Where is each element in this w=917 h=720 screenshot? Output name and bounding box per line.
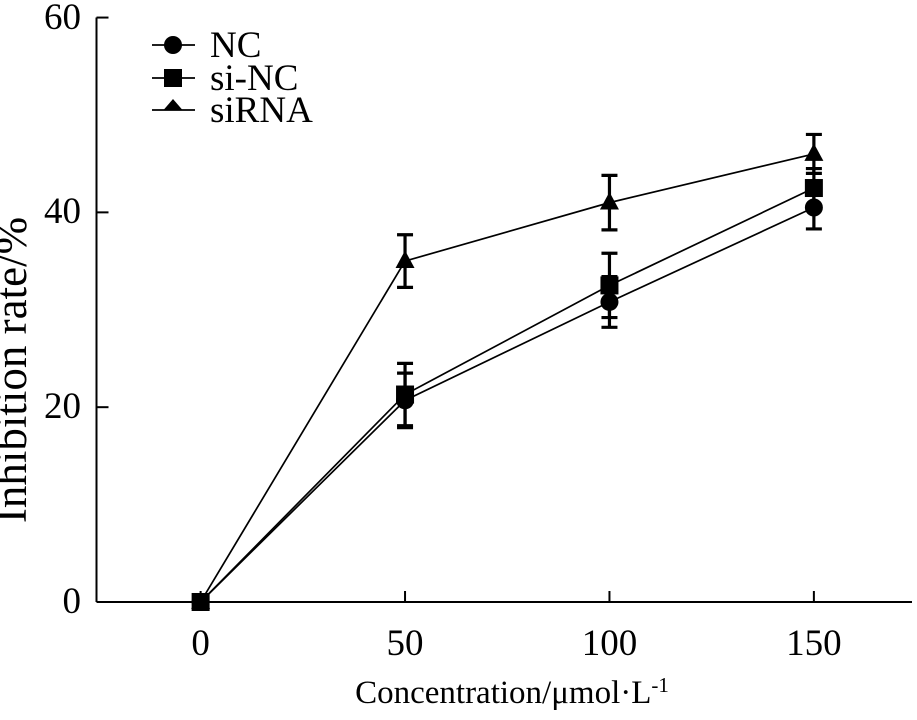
svg-text:60: 60 bbox=[44, 0, 81, 38]
svg-text:100: 100 bbox=[582, 623, 638, 664]
svg-text:siRNA: siRNA bbox=[210, 90, 313, 131]
svg-text:50: 50 bbox=[387, 623, 424, 664]
svg-text:150: 150 bbox=[786, 623, 842, 664]
svg-text:0: 0 bbox=[63, 581, 82, 622]
svg-text:40: 40 bbox=[44, 191, 81, 232]
svg-text:Concentration/μmol·L-1: Concentration/μmol·L-1 bbox=[355, 673, 669, 711]
svg-text:Inhibition rate/%: Inhibition rate/% bbox=[0, 217, 36, 523]
svg-text:0: 0 bbox=[191, 623, 210, 664]
svg-text:20: 20 bbox=[44, 386, 81, 427]
